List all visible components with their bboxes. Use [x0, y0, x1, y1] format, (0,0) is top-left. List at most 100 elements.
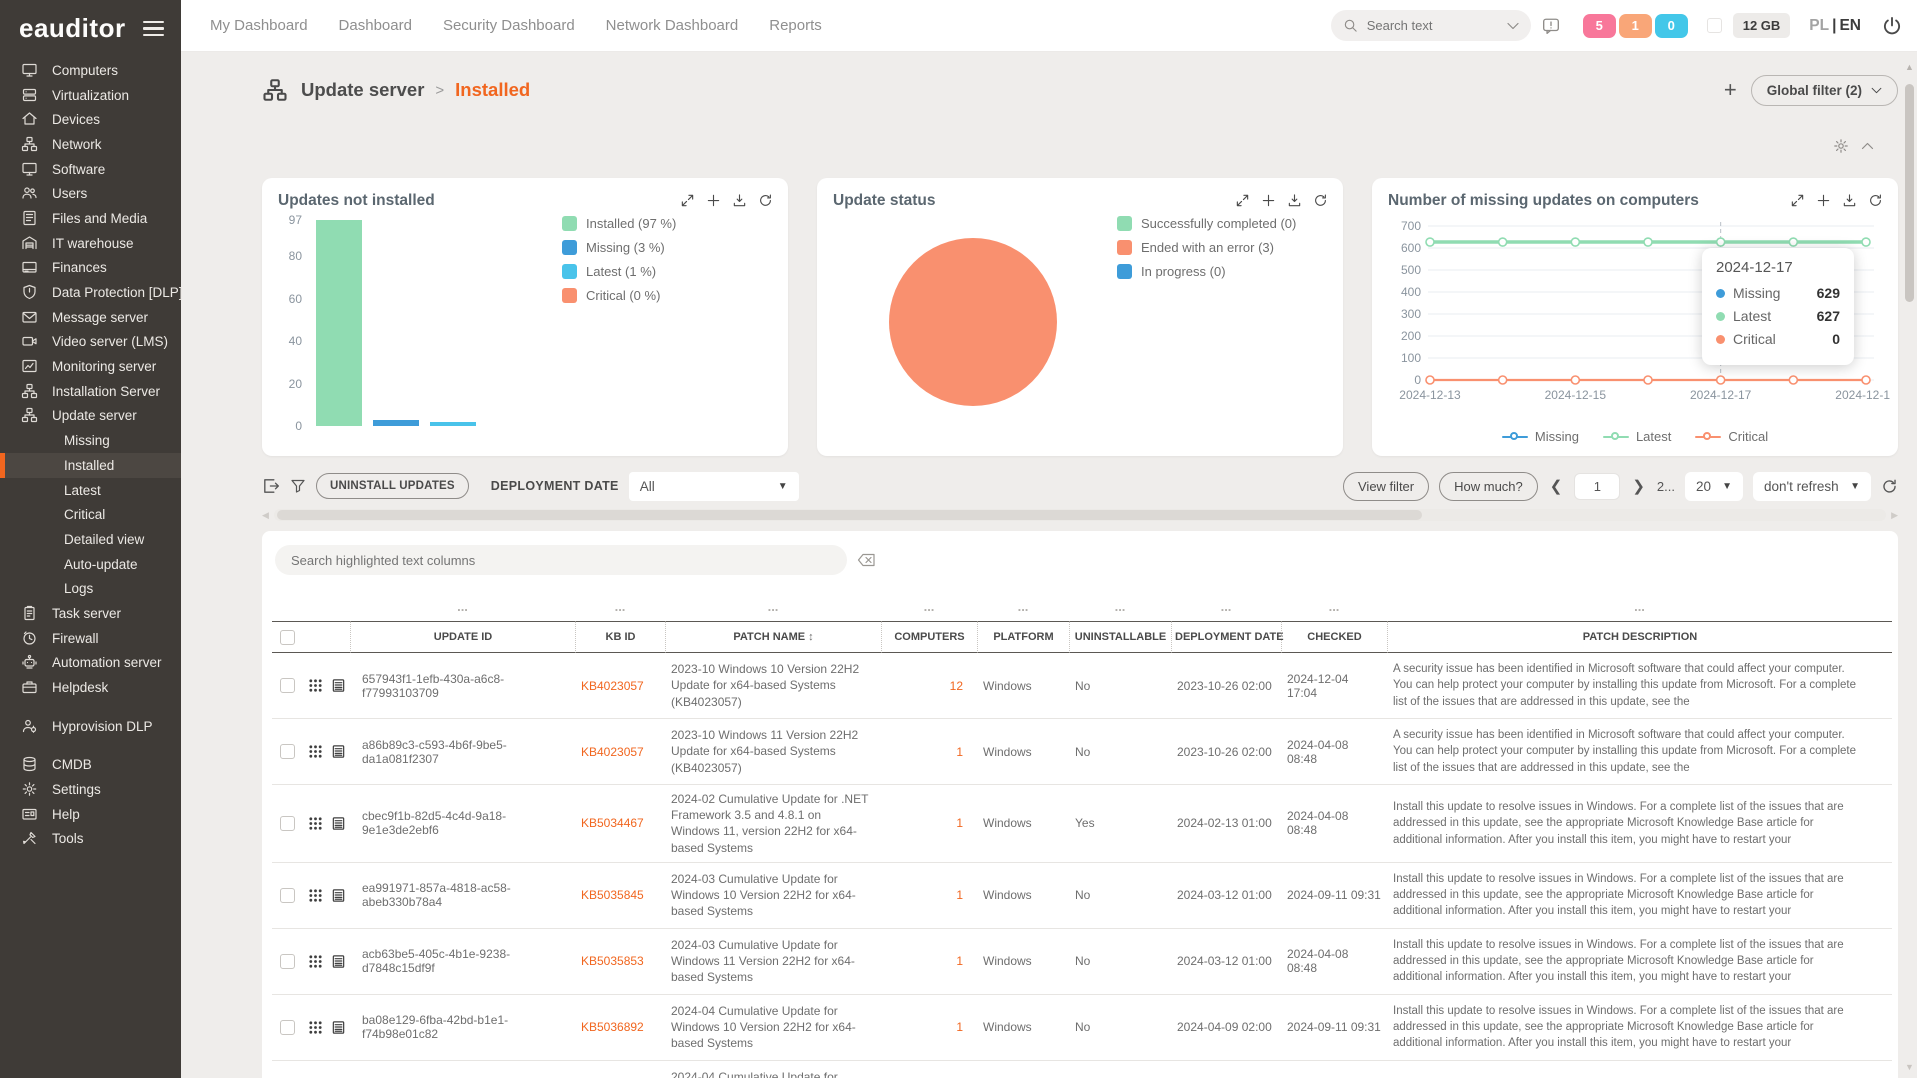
column-menu-icon[interactable]: ...	[1387, 599, 1892, 621]
language-pl[interactable]: PL	[1809, 17, 1829, 34]
sidebar-item-critical[interactable]: Critical	[0, 502, 181, 527]
grid-menu-icon[interactable]	[308, 678, 323, 693]
grid-menu-icon[interactable]	[308, 954, 323, 969]
header-cell-checked[interactable]: CHECKED	[1281, 621, 1387, 653]
details-icon[interactable]	[331, 678, 346, 693]
cell-computers[interactable]: 1	[881, 929, 977, 994]
hscroll-thumb[interactable]	[277, 510, 1422, 520]
table-search-input[interactable]	[289, 552, 833, 569]
expand-icon[interactable]	[1235, 193, 1250, 208]
view-filter-button[interactable]: View filter	[1343, 472, 1429, 501]
row-checkbox[interactable]	[280, 954, 295, 969]
sidebar-item-update-server[interactable]: Update server	[0, 404, 181, 429]
sidebar-item-network[interactable]: Network	[0, 132, 181, 157]
expand-icon[interactable]	[1790, 193, 1805, 208]
topnav-my-dashboard[interactable]: My Dashboard	[210, 17, 308, 34]
sidebar-item-settings[interactable]: Settings	[0, 777, 181, 802]
deployment-date-select[interactable]: All ▼	[629, 472, 799, 501]
filter-funnel-icon[interactable]	[290, 478, 306, 494]
bar-latest[interactable]	[430, 422, 476, 426]
details-icon[interactable]	[331, 888, 346, 903]
row-checkbox[interactable]	[280, 816, 295, 831]
cell-computers[interactable]: 1	[881, 863, 977, 928]
refresh-mode-select[interactable]: don't refresh ▼	[1753, 472, 1871, 501]
download-icon[interactable]	[732, 193, 747, 208]
sidebar-item-files-and-media[interactable]: Files and Media	[0, 206, 181, 231]
select-all-checkbox[interactable]	[280, 630, 295, 645]
next-page-icon[interactable]: ❯	[1630, 477, 1647, 495]
bar-missing[interactable]	[373, 420, 419, 426]
sidebar-item-auto-update[interactable]: Auto-update	[0, 552, 181, 577]
breadcrumb-parent[interactable]: Update server	[301, 79, 424, 101]
language-switcher[interactable]: PL|EN	[1809, 17, 1861, 35]
topnav-reports[interactable]: Reports	[769, 17, 822, 34]
header-cell-computers[interactable]: COMPUTERS	[881, 621, 977, 653]
column-menu-icon[interactable]: ...	[1281, 599, 1387, 621]
header-cell-platform[interactable]: PLATFORM	[977, 621, 1069, 653]
hscroll-track[interactable]	[274, 509, 1886, 521]
sidebar-item-detailed-view[interactable]: Detailed view	[0, 527, 181, 552]
row-checkbox[interactable]	[280, 1020, 295, 1035]
refresh-icon[interactable]	[1313, 193, 1328, 208]
language-en[interactable]: EN	[1839, 17, 1861, 34]
grid-menu-icon[interactable]	[308, 1020, 323, 1035]
header-cell-patch-description[interactable]: PATCH DESCRIPTION	[1387, 621, 1892, 653]
row-checkbox[interactable]	[280, 888, 295, 903]
sidebar-item-data-protection-dlp[interactable]: Data Protection [DLP]	[0, 280, 181, 305]
scroll-left-icon[interactable]: ◀	[262, 510, 269, 521]
notification-badge-1[interactable]: 1	[1619, 14, 1652, 38]
sidebar-item-tools[interactable]: Tools	[0, 827, 181, 852]
row-checkbox[interactable]	[280, 744, 295, 759]
details-icon[interactable]	[331, 954, 346, 969]
cell-computers[interactable]: 12	[881, 653, 977, 718]
details-icon[interactable]	[331, 816, 346, 831]
scroll-up-icon[interactable]: ▲	[1905, 62, 1914, 72]
notification-badge-0[interactable]: 5	[1583, 14, 1616, 38]
power-icon[interactable]	[1882, 16, 1902, 36]
cell-kb-id[interactable]: KB5036892	[575, 995, 665, 1060]
chevron-down-icon[interactable]	[1507, 22, 1519, 30]
how-much-button[interactable]: How much?	[1439, 472, 1538, 501]
header-cell-kb-id[interactable]: KB ID	[575, 621, 665, 653]
sidebar-item-virtualization[interactable]: Virtualization	[0, 83, 181, 108]
sidebar-item-video-server-lms[interactable]: Video server (LMS)	[0, 330, 181, 355]
sidebar-item-installation-server[interactable]: Installation Server	[0, 379, 181, 404]
sidebar-item-task-server[interactable]: Task server	[0, 601, 181, 626]
details-icon[interactable]	[331, 1020, 346, 1035]
vscroll-thumb[interactable]	[1905, 84, 1914, 302]
sidebar-item-installed[interactable]: Installed	[0, 453, 181, 478]
global-search[interactable]	[1331, 10, 1531, 41]
sidebar-item-logs[interactable]: Logs	[0, 576, 181, 601]
column-menu-icon[interactable]: ...	[350, 599, 575, 621]
sidebar-item-latest[interactable]: Latest	[0, 478, 181, 503]
collapse-charts-icon[interactable]	[1861, 142, 1874, 150]
header-cell-update-id[interactable]: UPDATE ID	[350, 621, 575, 653]
vertical-scrollbar[interactable]: ▲ ▼	[1903, 56, 1916, 1074]
sidebar-item-it-warehouse[interactable]: IT warehouse	[0, 231, 181, 256]
sidebar-item-computers[interactable]: Computers	[0, 58, 181, 83]
sidebar-item-devices[interactable]: Devices	[0, 107, 181, 132]
add-icon[interactable]	[1816, 193, 1831, 208]
line-legend-latest[interactable]: Latest	[1603, 429, 1671, 444]
add-icon[interactable]	[1261, 193, 1276, 208]
grid-menu-icon[interactable]	[308, 888, 323, 903]
details-icon[interactable]	[331, 744, 346, 759]
more-pages-label[interactable]: 2...	[1657, 479, 1675, 494]
column-menu-icon[interactable]: ...	[575, 599, 665, 621]
sidebar-item-firewall[interactable]: Firewall	[0, 626, 181, 651]
topnav-network-dashboard[interactable]: Network Dashboard	[606, 17, 739, 34]
uninstall-updates-button[interactable]: UNINSTALL UPDATES	[316, 473, 469, 499]
page-size-select[interactable]: 20 ▼	[1685, 472, 1743, 501]
refresh-table-icon[interactable]	[1881, 478, 1898, 495]
sidebar-item-message-server[interactable]: Message server	[0, 305, 181, 330]
pie-chart[interactable]	[889, 238, 1057, 406]
topnav-dashboard[interactable]: Dashboard	[339, 17, 412, 34]
cell-kb-id[interactable]: KB4023057	[575, 653, 665, 718]
topnav-security-dashboard[interactable]: Security Dashboard	[443, 17, 575, 34]
header-cell-patch-name[interactable]: PATCH NAME↕	[665, 621, 881, 653]
line-legend-critical[interactable]: Critical	[1695, 429, 1768, 444]
refresh-icon[interactable]	[758, 193, 773, 208]
sidebar-item-cmdb[interactable]: CMDB	[0, 753, 181, 778]
sort-icon[interactable]: ↕	[808, 631, 814, 643]
row-checkbox[interactable]	[280, 678, 295, 693]
